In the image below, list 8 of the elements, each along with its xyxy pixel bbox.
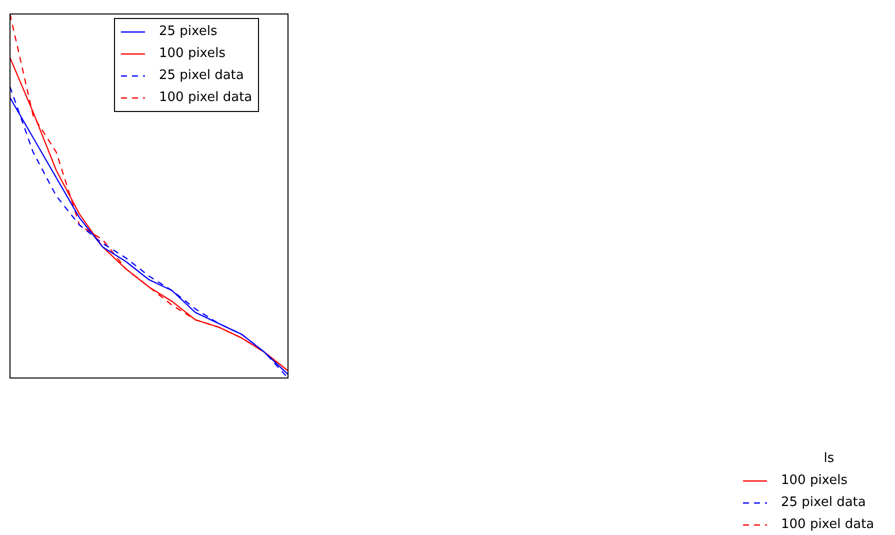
legend-label: 25 pixels (159, 23, 218, 41)
text: ls (824, 450, 834, 468)
legend-label: 25 pixel data (159, 67, 244, 85)
text: 100 pixels (781, 472, 848, 490)
text: 100 pixel data (781, 516, 874, 534)
legend-label: 100 pixels (159, 45, 226, 63)
legend-label: 100 pixel data (159, 89, 252, 107)
text: 25 pixel data (781, 494, 866, 512)
